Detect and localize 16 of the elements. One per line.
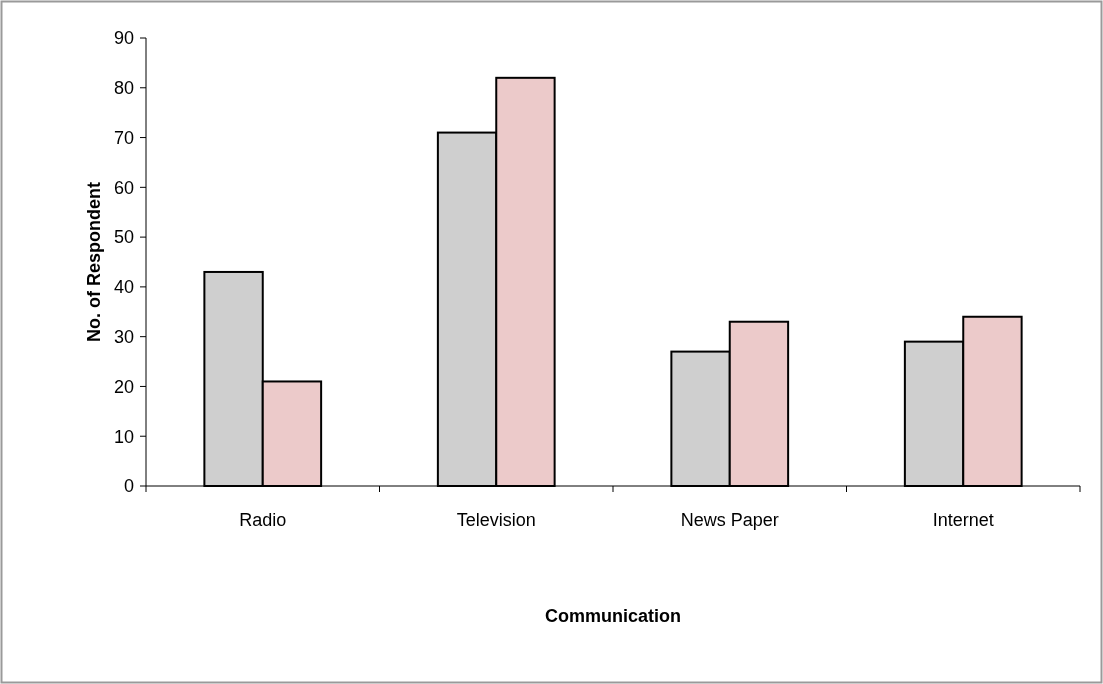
x-axis-title: Communication — [544, 606, 682, 626]
x-tick-label: Radio — [239, 510, 287, 530]
y-tick-label: 30 — [113, 326, 134, 347]
y-tick-label: 10 — [113, 426, 134, 447]
x-tick-label: Television — [456, 510, 536, 530]
y-tick-label: 90 — [113, 28, 134, 49]
x-tick-label: Internet — [932, 510, 994, 530]
y-tick-label: 20 — [113, 376, 134, 397]
x-tick-label: News Paper — [680, 510, 779, 530]
y-tick-label: 0 — [123, 476, 134, 497]
y-tick-label: 80 — [113, 78, 134, 99]
y-tick-label: 50 — [113, 227, 134, 248]
y-axis-title: No. of Respondent — [84, 182, 104, 342]
y-tick-label: 60 — [113, 177, 134, 198]
y-tick-label: 40 — [113, 277, 134, 298]
y-tick-label: 70 — [113, 127, 134, 148]
